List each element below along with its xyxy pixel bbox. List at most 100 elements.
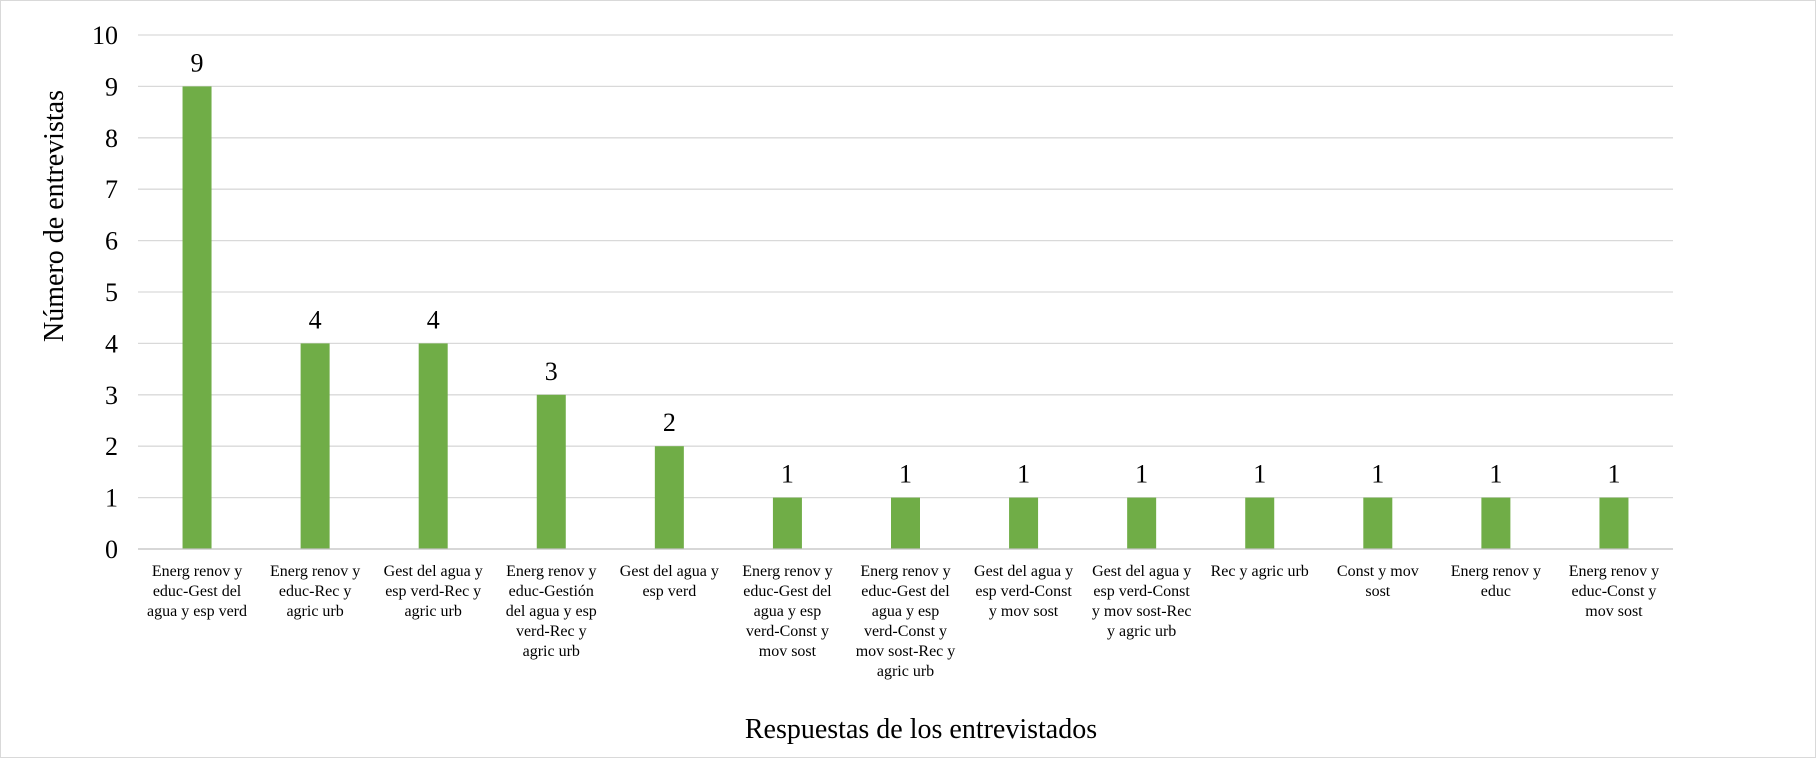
bar bbox=[182, 86, 212, 550]
y-tick-labels: 0 1 2 3 4 5 6 7 8 9 10 bbox=[92, 21, 118, 564]
data-label: 4 bbox=[427, 305, 440, 334]
x-category-label-line: esp verd bbox=[642, 583, 696, 600]
x-category-label-line: agua y esp bbox=[872, 603, 940, 620]
bar bbox=[300, 343, 330, 549]
x-category-label-line: mov sost-Rec y bbox=[856, 643, 956, 660]
x-category-label-line: agua y esp verd bbox=[147, 603, 247, 620]
x-category-label-line: verd-Const y bbox=[746, 623, 829, 640]
x-category-label-line: y mov sost bbox=[989, 603, 1059, 620]
bar bbox=[1009, 497, 1039, 549]
x-category-label: Rec y agric urb bbox=[1211, 563, 1309, 580]
y-tick-label: 7 bbox=[105, 175, 118, 204]
data-label: 1 bbox=[1253, 460, 1266, 489]
x-category-label-line: educ bbox=[1481, 583, 1511, 600]
y-tick-label: 9 bbox=[105, 72, 118, 101]
bar bbox=[654, 446, 684, 549]
gridlines bbox=[138, 34, 1673, 499]
bar bbox=[418, 343, 448, 549]
bar bbox=[1481, 497, 1511, 549]
x-category-label-line: educ-Rec y bbox=[279, 583, 351, 600]
x-category-label: Gest del agua y esp verd-Const y mov sost-… bbox=[1092, 563, 1192, 640]
y-tick-label: 0 bbox=[105, 535, 118, 564]
x-category-label: Energ renov y educ bbox=[1451, 563, 1541, 600]
y-tick-label: 2 bbox=[105, 432, 118, 461]
x-category-label-line: Energ renov y bbox=[1451, 563, 1541, 580]
x-category-label: Gest del agua y esp verd-Rec y agric urb bbox=[384, 563, 483, 620]
x-category-label-line: esp verd-Const bbox=[1093, 583, 1190, 600]
x-category-label-line: verd-Rec y bbox=[516, 623, 587, 640]
x-category-label-line: Gest del agua y bbox=[384, 563, 483, 580]
x-category-label: Energ renov y educ-Gestión del agua y esp v… bbox=[506, 563, 597, 660]
data-label: 9 bbox=[191, 48, 204, 77]
x-category-label-line: Energ renov y bbox=[860, 563, 950, 580]
data-label: 1 bbox=[1017, 460, 1030, 489]
data-label: 1 bbox=[899, 460, 912, 489]
x-category-label-line: Gest del agua y bbox=[1092, 563, 1191, 580]
data-label: 3 bbox=[545, 357, 558, 386]
y-tick-label: 5 bbox=[105, 278, 118, 307]
x-category-label-line: Rec y agric urb bbox=[1211, 563, 1309, 580]
x-category-label-line: agric urb bbox=[405, 603, 462, 620]
bars bbox=[182, 86, 1629, 550]
x-category-label-line: Gest del agua y bbox=[620, 563, 719, 580]
y-tick-label: 1 bbox=[105, 484, 118, 513]
x-category-label-line: educ-Gest del bbox=[861, 583, 950, 600]
x-category-label-line: sost bbox=[1365, 583, 1390, 600]
data-label: 1 bbox=[1135, 460, 1148, 489]
y-tick-label: 8 bbox=[105, 124, 118, 153]
x-category-label: Energ renov y educ-Gest del agua y esp ver… bbox=[147, 563, 247, 620]
x-category-label: Energ renov y educ-Const y mov sost bbox=[1569, 563, 1659, 620]
x-category-label: Gest del agua y esp verd bbox=[620, 563, 719, 600]
x-category-label-line: Const y mov bbox=[1337, 563, 1419, 580]
x-category-label-line: verd-Const y bbox=[864, 623, 947, 640]
y-tick-label: 6 bbox=[105, 227, 118, 256]
x-category-label-line: y agric urb bbox=[1107, 623, 1176, 640]
x-category-label-line: educ-Gest del bbox=[743, 583, 832, 600]
x-category-label-line: educ-Const y bbox=[1572, 583, 1657, 600]
x-category-label-line: esp verd-Const bbox=[975, 583, 1072, 600]
bar bbox=[1599, 497, 1629, 549]
x-category-label-line: agric urb bbox=[286, 603, 343, 620]
x-category-label-line: Energ renov y bbox=[152, 563, 242, 580]
x-category-label-line: agua y esp bbox=[754, 603, 822, 620]
x-category-label-line: Gest del agua y bbox=[974, 563, 1073, 580]
x-category-label-line: agric urb bbox=[523, 643, 580, 660]
y-tick-label: 4 bbox=[105, 329, 118, 358]
data-label: 2 bbox=[663, 408, 676, 437]
data-label: 1 bbox=[1489, 460, 1502, 489]
bar bbox=[772, 497, 802, 549]
x-category-label-line: mov sost bbox=[1585, 603, 1643, 620]
x-category-label: Gest del agua y esp verd-Const y mov sost bbox=[974, 563, 1073, 620]
x-category-label-line: educ-Gest del bbox=[153, 583, 242, 600]
y-axis-title: Número de entrevistas bbox=[39, 90, 70, 342]
x-axis-title: Respuestas de los entrevistados bbox=[745, 714, 1097, 745]
bar bbox=[1127, 497, 1157, 549]
x-category-label-line: agric urb bbox=[877, 663, 934, 680]
x-category-label: Energ renov y educ-Gest del agua y esp verd… bbox=[856, 563, 956, 680]
data-label: 1 bbox=[1607, 460, 1620, 489]
data-label: 4 bbox=[309, 305, 322, 334]
x-category-label-line: esp verd-Rec y bbox=[385, 583, 481, 600]
x-category-label-line: Energ renov y bbox=[742, 563, 832, 580]
x-category-label: Energ renov y educ-Rec y agric urb bbox=[270, 563, 360, 620]
x-category-label-line: Energ renov y bbox=[270, 563, 360, 580]
bar bbox=[536, 394, 566, 549]
x-category-label-line: Energ renov y bbox=[506, 563, 596, 580]
x-category-labels: Energ renov y educ-Gest del agua y esp ver… bbox=[147, 563, 1659, 680]
x-category-label: Energ renov y educ-Gest del agua y esp verd… bbox=[742, 563, 832, 660]
y-tick-label: 3 bbox=[105, 381, 118, 410]
x-category-label-line: educ-Gestión bbox=[509, 583, 594, 600]
bar bbox=[1245, 497, 1275, 549]
x-category-label-line: y mov sost-Rec bbox=[1092, 603, 1192, 620]
data-label: 1 bbox=[1371, 460, 1384, 489]
x-category-label-line: del agua y esp bbox=[506, 603, 597, 620]
x-category-label-line: Energ renov y bbox=[1569, 563, 1659, 580]
bar bbox=[1363, 497, 1393, 549]
x-category-label: Const y mov sost bbox=[1337, 563, 1419, 600]
x-category-label-line: mov sost bbox=[759, 643, 817, 660]
y-tick-label: 10 bbox=[92, 21, 118, 50]
bar bbox=[891, 497, 920, 549]
data-labels: 9 4 4 3 2 1 1 1 1 1 1 1 1 bbox=[191, 48, 1621, 488]
